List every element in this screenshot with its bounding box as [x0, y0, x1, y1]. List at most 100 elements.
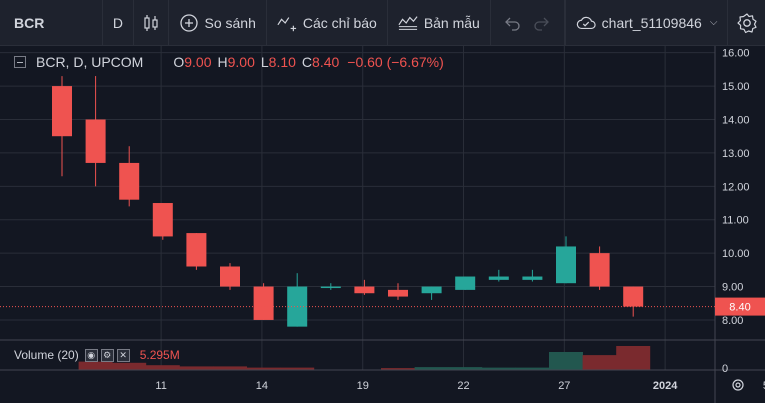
time-tick-label: 27 [558, 380, 570, 392]
time-tick-label: 5 [763, 380, 765, 392]
interval-label: D [112, 14, 123, 31]
volume-bar [145, 365, 180, 370]
candle-body [119, 162, 140, 200]
time-tick-label: 19 [357, 380, 369, 392]
compare-label: So sánh [204, 14, 256, 31]
symbol-search-button[interactable]: BCR [0, 0, 103, 46]
top-toolbar: BCR D So sánh [0, 0, 765, 46]
volume-bar [414, 367, 449, 370]
indicators-button[interactable]: Các chỉ báo [267, 0, 388, 46]
legend-low-label: L [260, 54, 269, 70]
price-tick-label: 11.00 [722, 215, 749, 227]
candle-body [488, 276, 509, 280]
volume-bar [481, 367, 516, 370]
candle-body [186, 233, 207, 267]
candle-body [220, 266, 240, 287]
close-icon[interactable]: ✕ [116, 348, 130, 362]
candle-body [52, 86, 72, 137]
price-tick-label: 12.00 [722, 181, 750, 193]
redo-icon[interactable] [532, 14, 550, 32]
undo-redo-group [491, 0, 565, 46]
chart-layout-button[interactable]: chart_51109846 ⌵ [566, 0, 729, 46]
candle-body [589, 253, 610, 287]
compare-button[interactable]: So sánh [169, 0, 267, 46]
indicators-icon [277, 16, 296, 31]
series-legend: BCR, D, UPCOM O 9.00 H 9.00 L 8.10 C 8.40 −0… [14, 54, 444, 70]
candle-body [354, 286, 375, 294]
legend-high-value: 9.00 [227, 54, 255, 70]
time-tick-label: 22 [457, 380, 469, 392]
volume-bar [582, 355, 617, 370]
current-price-badge [715, 297, 765, 316]
interval-button[interactable]: D [103, 0, 134, 46]
price-tick-label: 9.00 [722, 282, 743, 294]
volume-legend: Volume (20) ◉ ⚙ ✕ 5.295M [14, 348, 180, 362]
candle-body [556, 246, 576, 284]
candle-body [253, 286, 274, 320]
collapse-legend-icon[interactable] [14, 56, 26, 68]
templates-button[interactable]: Bản mẫu [388, 0, 491, 46]
legend-change-value: −0.60 (−6.67%) [347, 54, 444, 70]
candle-body [623, 286, 644, 307]
volume-value: 5.295M [139, 348, 180, 362]
price-tick-label: 10.00 [722, 248, 750, 260]
axis-settings-core [735, 382, 741, 388]
legend-low-value: 8.10 [268, 54, 296, 70]
volume-bar [246, 367, 281, 370]
price-tick-label: 14.00 [722, 115, 750, 127]
eye-icon[interactable]: ◉ [84, 348, 98, 362]
volume-bar [381, 368, 415, 370]
settings-icon[interactable]: ⚙ [100, 348, 114, 362]
time-tick-label: 2024 [653, 380, 678, 392]
chart-pane[interactable] [0, 46, 765, 403]
candle-body [320, 286, 341, 289]
legend-open-value: 9.00 [184, 54, 212, 70]
candle-body [388, 289, 408, 297]
candle-body [85, 119, 106, 163]
templates-label: Bản mẫu [423, 14, 480, 31]
volume-bar [280, 367, 315, 370]
volume-bar [213, 366, 247, 370]
volume-bar [549, 352, 583, 370]
legend-open-label: O [173, 54, 185, 70]
settings-button[interactable] [728, 0, 765, 46]
volume-zero-label: 0 [722, 363, 728, 375]
candles-icon [144, 14, 158, 31]
volume-bar [78, 361, 113, 370]
legend-high-label: H [217, 54, 228, 70]
price-tick-label: 13.00 [722, 148, 750, 160]
legend-close-value: 8.40 [312, 54, 340, 70]
price-tick-label: 16.00 [722, 48, 750, 60]
templates-icon [398, 15, 418, 30]
volume-bar [515, 367, 550, 370]
legend-symbol: BCR, D, UPCOM [36, 54, 144, 70]
volume-bar [448, 367, 483, 370]
price-tick-label: 15.00 [722, 81, 750, 93]
toolbar-spacer [564, 0, 566, 46]
chevron-down-icon: ⌵ [709, 17, 718, 28]
candle-body [152, 203, 173, 237]
volume-bar [616, 346, 651, 370]
undo-icon[interactable] [504, 14, 522, 32]
current-price-label: 8.40 [729, 302, 750, 314]
volume-bar [112, 362, 147, 370]
axis-settings-icon [732, 379, 744, 391]
indicators-label: Các chỉ báo [302, 14, 377, 31]
price-tick-label: 8.00 [722, 315, 743, 327]
candle-body [455, 276, 476, 290]
volume-bar [179, 366, 214, 370]
candle-body [522, 276, 543, 280]
legend-close-label: C [301, 54, 313, 70]
add-circle-icon [179, 13, 198, 32]
time-tick-label: 11 [155, 380, 166, 392]
cloud-icon [576, 16, 596, 29]
time-tick-label: 14 [256, 380, 268, 392]
volume-label: Volume (20) [14, 348, 79, 362]
chart-name-label: chart_51109846 [601, 14, 702, 31]
candle-body [421, 286, 442, 294]
symbol-label: BCR [14, 14, 45, 31]
axis-settings-ring [732, 379, 744, 391]
gear-icon [737, 12, 757, 33]
chart-type-button[interactable] [134, 0, 169, 46]
